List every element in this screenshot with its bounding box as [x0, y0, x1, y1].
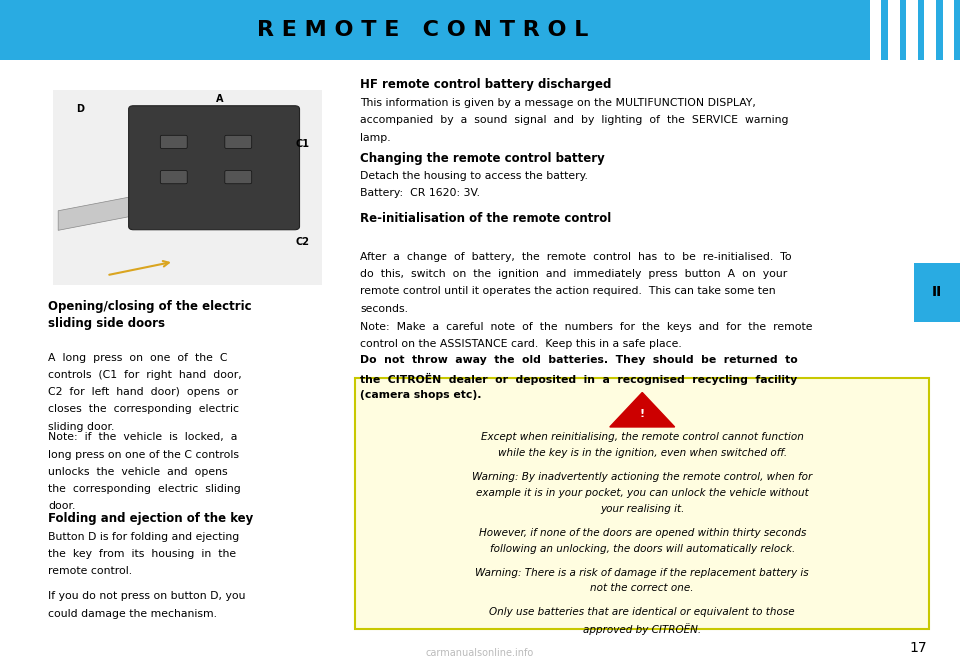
Text: Warning: By inadvertently actioning the remote control, when for: Warning: By inadvertently actioning the … — [472, 472, 812, 482]
Text: the  corresponding  electric  sliding: the corresponding electric sliding — [48, 484, 241, 494]
Bar — [924, 0, 936, 60]
Text: Battery:  CR 1620: 3V.: Battery: CR 1620: 3V. — [360, 188, 480, 198]
Text: However, if none of the doors are opened within thirty seconds: However, if none of the doors are opened… — [478, 528, 806, 538]
Text: Only use batteries that are identical or equivalent to those: Only use batteries that are identical or… — [490, 607, 795, 617]
Text: This information is given by a message on the MULTIFUNCTION DISPLAY,: This information is given by a message o… — [360, 98, 756, 108]
Text: example it is in your pocket, you can unlock the vehicle without: example it is in your pocket, you can un… — [476, 488, 808, 498]
Text: could damage the mechanism.: could damage the mechanism. — [48, 609, 217, 619]
Bar — [870, 0, 881, 60]
Bar — [914, 263, 960, 322]
Text: remote control.: remote control. — [48, 566, 132, 576]
Text: not the correct one.: not the correct one. — [590, 583, 694, 593]
Text: control on the ASSISTANCE card.  Keep this in a safe place.: control on the ASSISTANCE card. Keep thi… — [360, 339, 682, 349]
Bar — [355, 378, 929, 629]
Text: A: A — [216, 94, 224, 104]
Text: Changing the remote control battery: Changing the remote control battery — [360, 152, 605, 166]
Text: !: ! — [639, 409, 645, 419]
Bar — [906, 0, 918, 60]
FancyBboxPatch shape — [225, 135, 252, 149]
Text: while the key is in the ignition, even when switched off.: while the key is in the ignition, even w… — [497, 448, 787, 458]
Text: Note:  if  the  vehicle  is  locked,  a: Note: if the vehicle is locked, a — [48, 432, 237, 442]
Text: C2  for  left  hand  door)  opens  or: C2 for left hand door) opens or — [48, 387, 238, 397]
Text: If you do not press on button D, you: If you do not press on button D, you — [48, 591, 246, 601]
Bar — [943, 0, 954, 60]
Text: II: II — [932, 285, 942, 300]
Text: Except when reinitialising, the remote control cannot function: Except when reinitialising, the remote c… — [481, 432, 804, 442]
Text: unlocks  the  vehicle  and  opens: unlocks the vehicle and opens — [48, 467, 228, 477]
Text: door.: door. — [48, 501, 76, 511]
FancyBboxPatch shape — [129, 105, 300, 230]
Text: seconds.: seconds. — [360, 304, 408, 314]
Text: the  key  from  its  housing  in  the: the key from its housing in the — [48, 549, 236, 559]
Text: Opening/closing of the electric: Opening/closing of the electric — [48, 300, 252, 313]
Text: (camera shops etc).: (camera shops etc). — [360, 390, 482, 400]
FancyBboxPatch shape — [160, 170, 187, 184]
Text: sliding side doors: sliding side doors — [48, 317, 165, 330]
Polygon shape — [59, 184, 201, 230]
Text: accompanied  by  a  sound  signal  and  by  lighting  of  the  SERVICE  warning: accompanied by a sound signal and by lig… — [360, 115, 788, 125]
Text: Note:  Make  a  careful  note  of  the  numbers  for  the  keys  and  for  the  : Note: Make a careful note of the numbers… — [360, 322, 812, 332]
Text: HF remote control battery discharged: HF remote control battery discharged — [360, 78, 612, 91]
Text: lamp.: lamp. — [360, 133, 391, 143]
FancyBboxPatch shape — [225, 170, 252, 184]
Text: controls  (C1  for  right  hand  door,: controls (C1 for right hand door, — [48, 370, 242, 380]
Text: do  this,  switch  on  the  ignition  and  immediately  press  button  A  on  yo: do this, switch on the ignition and imme… — [360, 269, 787, 279]
Text: sliding door.: sliding door. — [48, 422, 114, 432]
Text: Do  not  throw  away  the  old  batteries.  They  should  be  returned  to: Do not throw away the old batteries. The… — [360, 355, 798, 365]
Text: remote control until it operates the action required.  This can take some ten: remote control until it operates the act… — [360, 286, 776, 296]
Text: A  long  press  on  one  of  the  C: A long press on one of the C — [48, 353, 228, 363]
Text: closes  the  corresponding  electric: closes the corresponding electric — [48, 404, 239, 414]
Polygon shape — [610, 392, 675, 427]
Text: approved by CITROËN.: approved by CITROËN. — [583, 623, 702, 635]
Text: D: D — [76, 104, 84, 114]
Text: After  a  change  of  battery,  the  remote  control  has  to  be  re-initialise: After a change of battery, the remote co… — [360, 252, 792, 262]
Text: carmanualsonline.info: carmanualsonline.info — [426, 648, 534, 658]
Text: 17: 17 — [909, 641, 926, 656]
Bar — [0, 0, 960, 60]
Text: Warning: There is a risk of damage if the replacement battery is: Warning: There is a risk of damage if th… — [475, 568, 809, 577]
Text: following an unlocking, the doors will automatically relock.: following an unlocking, the doors will a… — [490, 544, 795, 554]
Text: C2: C2 — [296, 237, 310, 247]
Text: Re-initialisation of the remote control: Re-initialisation of the remote control — [360, 212, 612, 225]
Text: C1: C1 — [296, 139, 310, 149]
Text: your realising it.: your realising it. — [600, 504, 684, 514]
Text: Detach the housing to access the battery.: Detach the housing to access the battery… — [360, 171, 588, 181]
Bar — [888, 0, 900, 60]
FancyBboxPatch shape — [160, 135, 187, 149]
Text: the  CITROËN  dealer  or  deposited  in  a  recognised  recycling  facility: the CITROËN dealer or deposited in a rec… — [360, 373, 797, 385]
Text: R E M O T E   C O N T R O L: R E M O T E C O N T R O L — [256, 20, 588, 40]
Bar — [53, 90, 322, 285]
Text: Button D is for folding and ejecting: Button D is for folding and ejecting — [48, 532, 239, 542]
Text: Folding and ejection of the key: Folding and ejection of the key — [48, 512, 253, 525]
Text: long press on one of the C controls: long press on one of the C controls — [48, 450, 239, 459]
